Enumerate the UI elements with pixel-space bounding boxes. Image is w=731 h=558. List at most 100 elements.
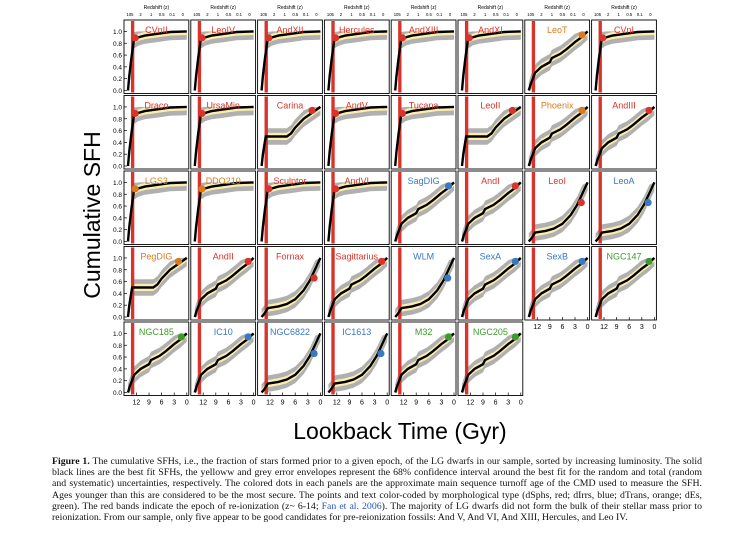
panel-andxii: AndXII Redshift (z) 105 2 1 0.5 0.1 0 (257, 5, 323, 94)
y-tick-label: 0.2 (113, 76, 122, 83)
random-uncertainty-envelope (528, 257, 588, 317)
panel-andv: AndV (323, 95, 390, 170)
y-tick-label: 0.2 (113, 152, 122, 159)
panel-label: Phoenix (541, 101, 574, 111)
random-uncertainty-envelope (462, 333, 521, 393)
caption-text-part2: ). The majority of LG dwarfs did not for… (52, 500, 703, 524)
top-tick-label: 1 (618, 12, 621, 17)
panel-draco: Draco 0.0 0.2 0.4 0.6 0.8 1.0 (113, 95, 190, 171)
top-tick-label: 105 (127, 12, 135, 17)
panel-label: Tucana (409, 101, 439, 111)
top-tick-label: 0 (582, 12, 585, 17)
panel-ngc147: NGC147 12 9 6 3 0 (591, 246, 657, 331)
panel-andvi: AndVI (323, 170, 390, 245)
x-tick-label: 6 (360, 400, 364, 407)
msto-age-dot (511, 333, 519, 341)
panel-sagdig: SagDIG (390, 170, 457, 245)
msto-age-dot (331, 185, 340, 193)
msto-age-dot (444, 274, 452, 282)
top-tick-label: 2 (206, 12, 209, 17)
panel-label: AndI (481, 176, 500, 186)
x-tick-label: 0 (586, 324, 590, 331)
panel-tucana: Tucana (390, 95, 457, 170)
y-tick-label: 0.8 (113, 267, 122, 274)
top-tick-label: 0.5 (426, 12, 432, 17)
top-tick-label: 0 (449, 12, 452, 17)
reionization-band (264, 247, 268, 319)
x-tick-label: 6 (560, 324, 564, 331)
y-tick-label: 1.0 (113, 29, 122, 36)
panel-label: AndXII (276, 25, 303, 35)
x-tick-label: 12 (133, 400, 141, 407)
top-axis-label: Redshift (z) (411, 5, 437, 11)
msto-age-dot (308, 106, 316, 115)
msto-age-dot (177, 333, 185, 341)
top-tick-label: 2 (607, 12, 610, 17)
caption-text-part1: The cumulative SFHs, i.e., the fraction … (52, 456, 702, 512)
x-tick-label: 3 (640, 324, 644, 331)
msto-age-dot (444, 333, 453, 341)
x-tick-label: 0 (385, 400, 389, 407)
x-tick-label: 0 (652, 324, 656, 331)
top-tick-label: 1 (551, 12, 554, 17)
random-uncertainty-envelope (595, 106, 655, 166)
panel-label: AndXIII (409, 25, 439, 35)
top-tick-label: 105 (260, 12, 268, 17)
msto-age-dot (198, 34, 206, 42)
msto-age-dot (578, 31, 586, 39)
reionization-band (398, 323, 402, 395)
panel-label: DDO210 (206, 176, 241, 186)
msto-age-dot (398, 109, 406, 118)
top-tick-label: 0.1 (637, 12, 643, 17)
top-tick-label: 0.5 (159, 12, 165, 17)
panel-label: NGC185 (139, 327, 174, 337)
random-uncertainty-envelope (194, 257, 254, 317)
y-tick-label: 1.0 (113, 331, 122, 338)
reionization-band (464, 323, 469, 395)
caption-citation-link[interactable]: Fan et al. 2006 (321, 500, 382, 512)
panel-ddo210: DDO210 (190, 170, 257, 245)
top-tick-label: 0.1 (570, 12, 576, 17)
reionization-band (464, 172, 469, 244)
x-tick-label: 6 (627, 324, 631, 331)
panel-ic1613: IC1613 12 9 6 3 0 (323, 321, 390, 407)
top-tick-label: 0.1 (303, 12, 309, 17)
x-tick-label: 0 (318, 400, 322, 407)
msto-age-dot (465, 34, 473, 42)
x-tick-label: 3 (439, 400, 443, 407)
top-tick-label: 105 (461, 12, 469, 17)
panel-label: AndVI (345, 176, 370, 186)
panel-label: AndIII (612, 101, 636, 111)
best-fit-sfh-line (394, 332, 455, 393)
msto-age-dot (644, 198, 652, 207)
y-tick-label: 0.4 (113, 64, 122, 71)
panel-label: NGC6822 (270, 327, 310, 337)
panel-sexa: SexA (457, 246, 524, 321)
panel-label: SexB (546, 252, 568, 262)
x-tick-label: 6 (494, 400, 498, 407)
reionization-band (531, 21, 536, 93)
y-tick-label: 1.0 (113, 104, 122, 111)
x-axis-label: Lookback Time (Gyr) (293, 418, 506, 444)
total-uncertainty-envelope (395, 257, 454, 317)
best-fit-sfh-line (460, 257, 522, 318)
y-tick-label: 0.2 (113, 303, 122, 310)
panel-label: WLM (413, 252, 434, 262)
random-uncertainty-envelope (194, 333, 254, 393)
msto-age-dot (265, 185, 273, 193)
y-axis-label: Cumulative SFH (79, 131, 105, 298)
random-uncertainty-envelope (595, 257, 655, 317)
reionization-band (598, 96, 602, 168)
panel-sagittarius: Sagittarius (323, 246, 390, 321)
panel-andii: AndII (190, 246, 257, 321)
y-tick-label: 0.4 (113, 215, 122, 222)
x-tick-label: 12 (199, 400, 207, 407)
panel-ngc205: NGC205 12 9 6 3 0 (457, 321, 524, 407)
x-tick-label: 9 (281, 400, 285, 407)
best-fit-sfh-line (193, 332, 255, 393)
msto-age-dot (599, 34, 607, 42)
top-tick-label: 0.5 (493, 12, 499, 17)
top-tick-label: 1 (417, 12, 420, 17)
msto-age-dot (244, 333, 252, 341)
